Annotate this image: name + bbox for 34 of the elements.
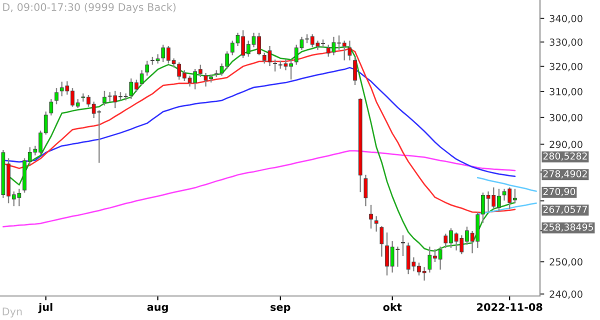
- text: 267,0577: [543, 206, 587, 214]
- candlestick: [348, 40, 352, 60]
- candlestick: [353, 56, 357, 86]
- y-tick-label: 290,00: [550, 140, 582, 150]
- y-tick-label: 320,00: [550, 62, 582, 72]
- line-series: [476, 177, 537, 192]
- x-tick-label: sep: [270, 305, 290, 314]
- candlestick: [374, 216, 378, 232]
- candlestick: [273, 60, 277, 72]
- y-tick-label: 330,00: [550, 38, 582, 47]
- x-tick-label: okt: [383, 302, 402, 312]
- x-tick-label: aug: [147, 304, 168, 314]
- y-tick-label: 340,00: [550, 14, 582, 24]
- x-tick-label: 2022-11-08: [477, 303, 542, 312]
- y-tick-label: 240,00: [550, 290, 582, 299]
- text: 278,4902: [543, 170, 587, 178]
- candlestick: [401, 235, 405, 256]
- text: 270,90: [543, 188, 576, 196]
- text: Dyn: [2, 308, 22, 318]
- candlestick: [49, 99, 54, 116]
- y-tick-label: 310,00: [550, 88, 582, 96]
- y-tick-label: 250,00: [550, 258, 582, 267]
- chart-title: D, 09:00-17:30 (9999 Days Back): [3, 2, 176, 14]
- candlestick: [380, 226, 384, 257]
- candlestick: [369, 204, 373, 229]
- candlestick: [145, 60, 150, 76]
- candlestick: [102, 90, 106, 106]
- text: 280,5282: [543, 152, 587, 161]
- y-tick-label: 300,00: [550, 114, 582, 122]
- line-series: [2, 150, 516, 228]
- text: 258,38495: [543, 224, 593, 232]
- x-tick-label: jul: [38, 302, 52, 314]
- candlestick: [364, 174, 368, 206]
- candlestick: [54, 88, 58, 104]
